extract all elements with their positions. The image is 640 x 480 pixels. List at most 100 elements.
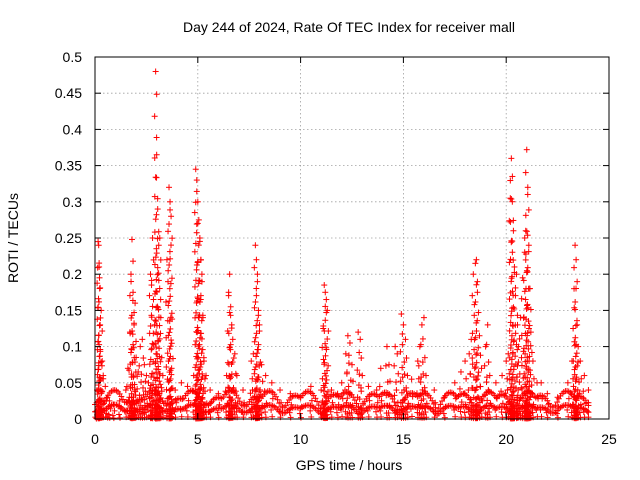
data-point xyxy=(128,345,135,352)
data-point xyxy=(574,278,581,285)
data-point xyxy=(474,289,481,296)
data-point xyxy=(137,343,144,350)
data-point xyxy=(509,198,516,205)
data-point xyxy=(193,309,200,316)
data-point xyxy=(538,379,545,386)
data-point xyxy=(440,410,447,417)
data-point xyxy=(96,263,103,270)
data-point xyxy=(131,309,138,316)
data-point xyxy=(545,400,552,407)
data-point xyxy=(475,372,482,379)
data-point xyxy=(399,364,406,371)
data-point xyxy=(573,408,580,415)
data-point xyxy=(342,350,349,357)
data-point xyxy=(575,343,582,350)
data-point xyxy=(356,349,363,356)
data-point xyxy=(150,296,157,303)
data-point xyxy=(233,372,240,379)
data-point xyxy=(166,329,173,336)
y-tick-label: 0.5 xyxy=(63,49,83,65)
data-point xyxy=(230,355,237,362)
data-point xyxy=(572,353,579,360)
data-point xyxy=(527,394,534,401)
data-point xyxy=(149,235,156,241)
data-point xyxy=(499,372,506,379)
data-point xyxy=(469,361,476,368)
data-point xyxy=(323,376,330,383)
data-point xyxy=(143,372,150,379)
y-tick-label: 0.1 xyxy=(63,339,83,355)
x-tick-labels: 0 5 10 15 20 25 xyxy=(91,431,617,447)
data-point xyxy=(486,409,493,416)
data-point xyxy=(475,403,482,410)
data-point xyxy=(277,387,284,394)
data-point xyxy=(334,414,341,421)
data-point xyxy=(208,399,215,406)
data-point xyxy=(400,321,407,328)
data-point xyxy=(522,227,529,234)
data-point xyxy=(571,264,578,271)
data-point xyxy=(418,374,425,381)
data-point xyxy=(417,341,424,348)
data-point xyxy=(470,271,477,278)
data-point xyxy=(476,399,483,406)
y-tick-label: 0.2 xyxy=(63,266,83,282)
data-point xyxy=(197,256,204,263)
data-point xyxy=(195,216,202,223)
data-point xyxy=(229,396,236,403)
data-point xyxy=(513,374,520,381)
data-point xyxy=(253,256,260,263)
data-point xyxy=(193,261,200,268)
data-point xyxy=(199,370,206,377)
data-point xyxy=(399,330,406,337)
data-point xyxy=(253,292,260,299)
data-point xyxy=(157,330,164,337)
data-point xyxy=(262,409,269,416)
data-point xyxy=(544,414,551,421)
data-point xyxy=(507,195,514,202)
data-point xyxy=(324,307,331,314)
data-point xyxy=(523,397,530,404)
data-point xyxy=(154,331,161,338)
data-point xyxy=(521,288,528,295)
data-point xyxy=(195,327,202,334)
data-point xyxy=(128,390,135,397)
data-point xyxy=(197,396,204,403)
data-point xyxy=(152,317,159,324)
data-point xyxy=(403,355,410,362)
data-point xyxy=(163,298,170,305)
data-point xyxy=(544,390,551,397)
data-point xyxy=(323,296,330,303)
data-point xyxy=(509,288,516,295)
data-point xyxy=(200,358,207,365)
data-point xyxy=(257,359,264,366)
data-point xyxy=(327,408,334,415)
data-point xyxy=(350,378,357,385)
data-point xyxy=(325,362,332,369)
data-point xyxy=(408,376,415,383)
data-point xyxy=(156,378,163,385)
data-point xyxy=(151,261,158,268)
data-point xyxy=(168,310,175,317)
data-point xyxy=(231,350,238,357)
data-point xyxy=(360,402,367,409)
data-point xyxy=(154,271,161,278)
data-point xyxy=(522,296,529,303)
data-point xyxy=(154,264,161,271)
data-point xyxy=(226,309,233,316)
data-point xyxy=(523,267,530,274)
data-point xyxy=(511,263,518,270)
data-point xyxy=(164,350,171,357)
data-point xyxy=(203,372,210,379)
data-point xyxy=(130,341,137,348)
data-point xyxy=(515,386,522,393)
data-point xyxy=(288,401,295,408)
data-point xyxy=(528,349,535,356)
data-point xyxy=(573,350,580,357)
data-point xyxy=(134,373,141,380)
data-point xyxy=(320,404,327,411)
data-point xyxy=(153,91,160,98)
data-point xyxy=(169,235,176,242)
data-point xyxy=(157,381,164,388)
data-point xyxy=(191,248,198,255)
